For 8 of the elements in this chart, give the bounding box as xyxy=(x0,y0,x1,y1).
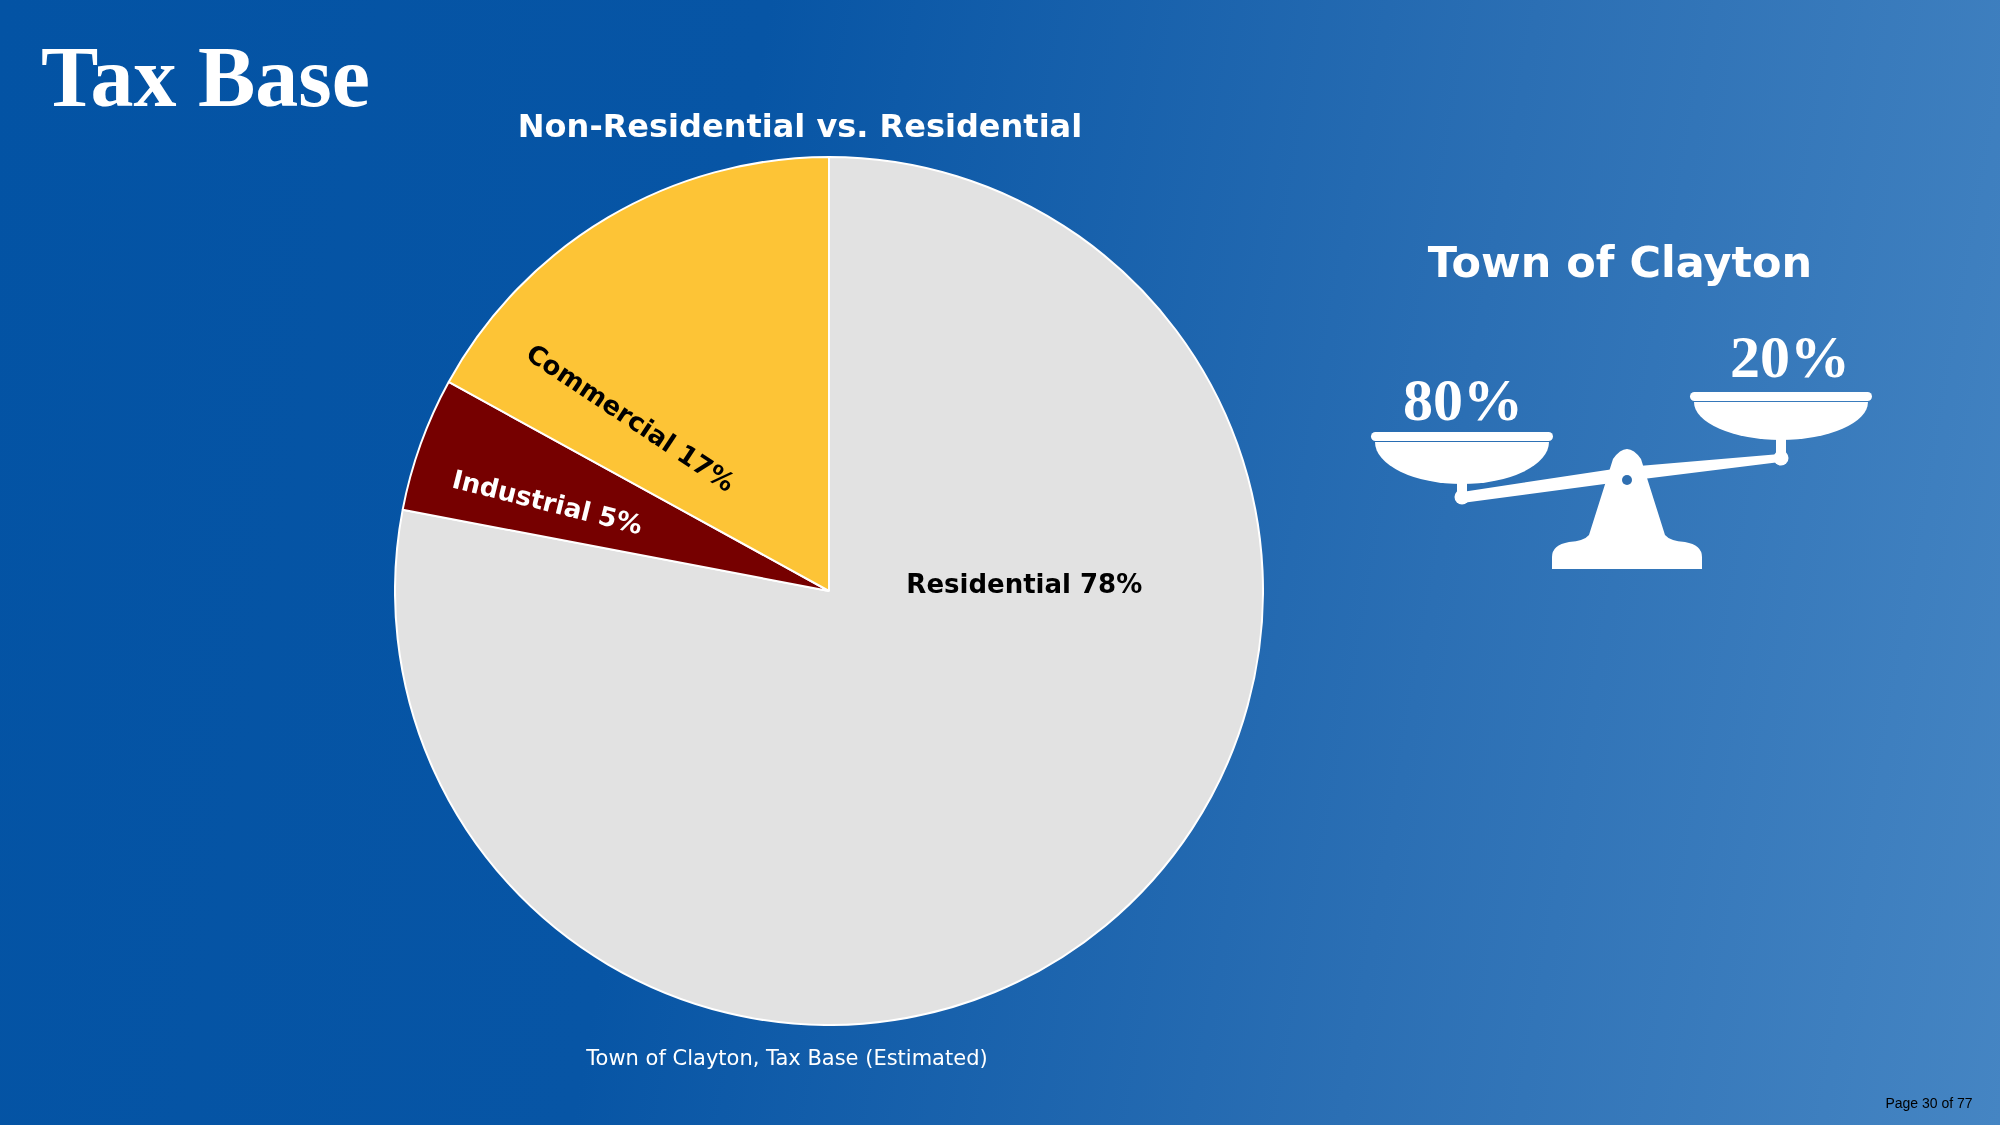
text: Page 30 of 77 xyxy=(1885,1095,1973,1111)
text: Town of Clayton xyxy=(1427,236,1813,287)
chart-subtitle: Non-Residential vs. Residential xyxy=(517,107,1083,145)
text: 80% xyxy=(1403,367,1523,433)
text: Town of Clayton, Tax Base (Estimated) xyxy=(586,1045,988,1070)
text: 20% xyxy=(1730,324,1850,390)
chart-title: Tax Base xyxy=(41,29,370,125)
slice-label: Residential 78% xyxy=(906,569,1143,600)
